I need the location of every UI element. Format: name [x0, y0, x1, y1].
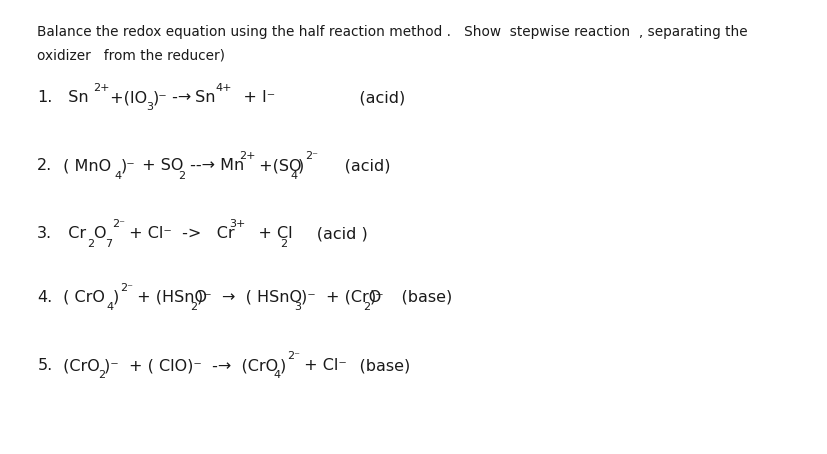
Text: ( MnO: ( MnO	[58, 158, 111, 173]
Text: 2: 2	[362, 302, 370, 312]
Text: (acid): (acid)	[318, 158, 390, 173]
Text: + SO: + SO	[136, 158, 183, 173]
Text: Sn: Sn	[190, 90, 216, 105]
Text: oxidizer   from the reducer): oxidizer from the reducer)	[37, 49, 225, 63]
Text: + Cl⁻  ->   Cr: + Cl⁻ -> Cr	[124, 227, 235, 242]
Text: (base): (base)	[380, 290, 452, 305]
Text: 1.: 1.	[37, 90, 53, 105]
Text: 4: 4	[273, 370, 280, 380]
Text: 2: 2	[98, 370, 105, 380]
Text: 2⁻: 2⁻	[112, 219, 125, 229]
Text: 4+: 4+	[215, 83, 232, 93]
Text: (acid): (acid)	[343, 90, 404, 105]
Text: ( CrO: ( CrO	[58, 290, 105, 305]
Text: 3.: 3.	[37, 227, 52, 242]
Text: Mn: Mn	[215, 158, 244, 173]
Text: ): )	[112, 290, 119, 305]
Text: )⁻  + ( ClO)⁻  -→  (CrO: )⁻ + ( ClO)⁻ -→ (CrO	[104, 358, 278, 373]
Text: O: O	[93, 227, 106, 242]
Text: Balance the redox equation using the half reaction method .   Show  stepwise rea: Balance the redox equation using the hal…	[37, 25, 747, 39]
Text: 3: 3	[294, 302, 300, 312]
Text: (acid ): (acid )	[285, 227, 367, 242]
Text: 2⁻: 2⁻	[287, 351, 300, 361]
Text: 2+: 2+	[93, 83, 110, 93]
Text: 2: 2	[178, 171, 185, 181]
Text: 2: 2	[190, 302, 198, 312]
Text: 5.: 5.	[37, 358, 52, 373]
Text: -→: -→	[167, 90, 191, 105]
Text: 7: 7	[105, 239, 112, 249]
Text: ): )	[280, 358, 286, 373]
Text: +(SO: +(SO	[254, 158, 301, 173]
Text: +(IO: +(IO	[105, 90, 147, 105]
Text: )⁻  →  ( HSnO: )⁻ → ( HSnO	[197, 290, 302, 305]
Text: )⁻: )⁻	[152, 90, 167, 105]
Text: 3: 3	[146, 103, 152, 113]
Text: 4: 4	[290, 171, 298, 181]
Text: 4: 4	[114, 171, 122, 181]
Text: + I⁻: + I⁻	[227, 90, 275, 105]
Text: + Cl: + Cl	[242, 227, 292, 242]
Text: 4.: 4.	[37, 290, 52, 305]
Text: 2⁻: 2⁻	[305, 151, 318, 161]
Text: 2+: 2+	[239, 151, 256, 161]
Text: 2: 2	[280, 239, 287, 249]
Text: Cr: Cr	[58, 227, 86, 242]
Text: )⁻: )⁻	[369, 290, 384, 305]
Text: 3+: 3+	[229, 219, 246, 229]
Text: --→: --→	[184, 158, 214, 173]
Text: 2: 2	[87, 239, 94, 249]
Text: (base): (base)	[339, 358, 410, 373]
Text: 4: 4	[106, 302, 113, 312]
Text: ): )	[297, 158, 304, 173]
Text: )⁻: )⁻	[121, 158, 136, 173]
Text: )⁻  + (CrO: )⁻ + (CrO	[300, 290, 380, 305]
Text: + Cl⁻: + Cl⁻	[299, 358, 347, 373]
Text: 2.: 2.	[37, 158, 52, 173]
Text: Sn: Sn	[58, 90, 88, 105]
Text: + (HSnO: + (HSnO	[131, 290, 207, 305]
Text: 2⁻: 2⁻	[120, 283, 133, 293]
Text: (CrO: (CrO	[58, 358, 99, 373]
